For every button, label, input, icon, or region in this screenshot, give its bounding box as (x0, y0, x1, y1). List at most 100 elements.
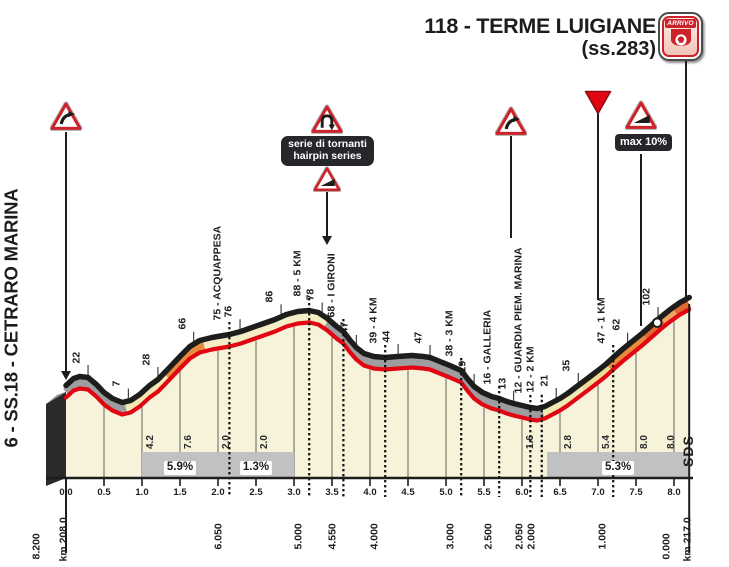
finish-banner-icon: ARRIVO (662, 16, 699, 57)
elevation-label: 16 - GALLERIA (481, 309, 494, 384)
landmark-distance-label: 1.000 (596, 522, 609, 549)
elevation-label: 68 - I GIRONI (325, 252, 338, 317)
hairpin-series-label: serie di tornanti hairpin series (281, 136, 374, 166)
red-triangle-1km-marker (583, 89, 613, 121)
landmark-distance-label: 5.000 (292, 522, 305, 549)
left-sign-arrowhead (61, 371, 71, 380)
segment-gradient-label: 2.0 (259, 435, 270, 449)
axis-tick-label: 0.5 (97, 487, 111, 498)
elevation-label: 102 (640, 287, 653, 305)
landmark-distance-label: 4.550 (326, 522, 339, 549)
hairpin-label-it: serie di tornanti (288, 138, 367, 150)
axis-tick-label: 1.0 (135, 487, 149, 498)
axis-tick-label: 5.0 (439, 487, 453, 498)
hairpin-warning-icon (310, 104, 344, 139)
elevation-label: 28 (140, 353, 153, 365)
elevation-label: 12 - GUARDIA PIEM. MARINA (512, 246, 525, 393)
start-remaining-km: 8.200 (30, 532, 43, 559)
finish-remaining-km: 0.000 (660, 532, 673, 559)
gradient-band-label: 5.3% (592, 457, 644, 475)
arrivo-badge: ARRIVO (658, 12, 703, 61)
climb-color-band (673, 300, 692, 316)
segment-gradient-label: 5.4 (601, 435, 612, 449)
climb-color-band (163, 341, 206, 380)
segment-gradient-label: 7.6 (183, 435, 194, 449)
sds-logo: SDS (680, 435, 696, 467)
slope-warning-icon (624, 100, 658, 135)
landmark-distance-label: 2.000 (525, 522, 538, 549)
landmark-distance-label: 3.000 (444, 522, 457, 549)
elevation-label: 35 (560, 359, 573, 371)
finish-glyph-icon (670, 29, 691, 46)
finish-subtitle: (ss.283) (581, 37, 657, 60)
axis-tick-label: 3.5 (325, 487, 339, 498)
finish-title: 118 - TERME LUIGIANE (424, 14, 656, 38)
steep-sign-pole (640, 154, 642, 326)
elevation-label: 76 (222, 305, 235, 318)
segment-gradient-label: 2.0 (221, 435, 232, 449)
axis-tick-label: 6.0 (515, 487, 529, 498)
elevation-label: 78 (304, 288, 317, 301)
axis-tick-label: 6.5 (553, 487, 567, 498)
elevation-label: 39 - 4 KM (367, 296, 380, 343)
axis-tick-label: 4.5 (401, 487, 415, 498)
elevation-label: 47 (412, 331, 425, 343)
elevation-label: 66 (176, 318, 189, 330)
hairpin-sign-arrowhead (322, 236, 332, 245)
elevation-label: 22 (70, 351, 83, 363)
climb-color-band (660, 308, 678, 325)
gradient-band-label: 5.9% (154, 457, 206, 475)
axis-tick-label: 2.0 (211, 487, 225, 498)
landmark-distance-label: 2.050 (513, 522, 526, 549)
start-title: 6 - SS.18 - CETRARO MARINA (0, 188, 22, 447)
hairpin-sign-pole (326, 192, 328, 236)
segment-gradient-label: 2.8 (563, 435, 574, 449)
elevation-label: 47 - 1 KM (595, 296, 608, 343)
elevation-label: 88 - 5 KM (291, 249, 304, 296)
elevation-label: 47 (338, 321, 351, 333)
elevation-label: 44 (380, 330, 393, 342)
elevation-label: 62 (610, 319, 623, 331)
climb-color-band (203, 312, 329, 351)
finish-race-km: km 217.0 (681, 516, 694, 561)
elevation-label: 21 (538, 374, 551, 386)
gradient-band-label: 1.3% (230, 457, 282, 475)
profile-red-line (63, 307, 692, 423)
axis-tick-label: 7.0 (591, 487, 605, 498)
start-race-km: km 208.0 (57, 516, 70, 561)
elevation-label: 12 - 2 KM (524, 346, 537, 393)
elevation-label: 38 - 3 KM (443, 309, 456, 356)
right-sign-pole (510, 136, 512, 238)
curve-warning-icon (49, 101, 83, 136)
axis-tick-label: 2.5 (249, 487, 263, 498)
landmark-distance-label: 4.000 (368, 522, 381, 549)
elevation-label: 13 (496, 377, 509, 389)
axis-tick-label: 8.0 (667, 487, 681, 498)
left-sign-pole (65, 132, 67, 372)
segment-gradient-label: 4.2 (145, 435, 156, 449)
curve-warning-icon (494, 106, 528, 141)
finish-title-block: 118 - TERME LUIGIANE (ss.283) (330, 15, 656, 60)
axis-tick-label: 4.0 (363, 487, 377, 498)
axis-tick-label: 1.5 (173, 487, 187, 498)
profile-outline (63, 294, 692, 412)
arrivo-label: ARRIVO (665, 19, 696, 28)
axis-tick-label: 5.5 (477, 487, 491, 498)
max-gradient-label: max 10% (615, 134, 673, 151)
axis-tick-label: 0.0 (59, 487, 73, 498)
climb-color-band (580, 364, 613, 392)
climb-color-band (540, 385, 586, 418)
finish-pointer-line (685, 61, 687, 301)
elevation-label: 86 (263, 290, 276, 303)
elevation-label: 7 (110, 380, 123, 387)
axis-tick-label: 3.0 (287, 487, 301, 498)
start-block (46, 392, 66, 486)
tunnel-dot (651, 317, 663, 328)
slope-warning-icon (312, 166, 342, 197)
axis-tick-label: 7.5 (629, 487, 643, 498)
landmark-distance-label: 6.050 (212, 522, 225, 549)
segment-gradient-label: 8.0 (665, 435, 677, 449)
landmark-distance-label: 2.500 (482, 522, 495, 549)
